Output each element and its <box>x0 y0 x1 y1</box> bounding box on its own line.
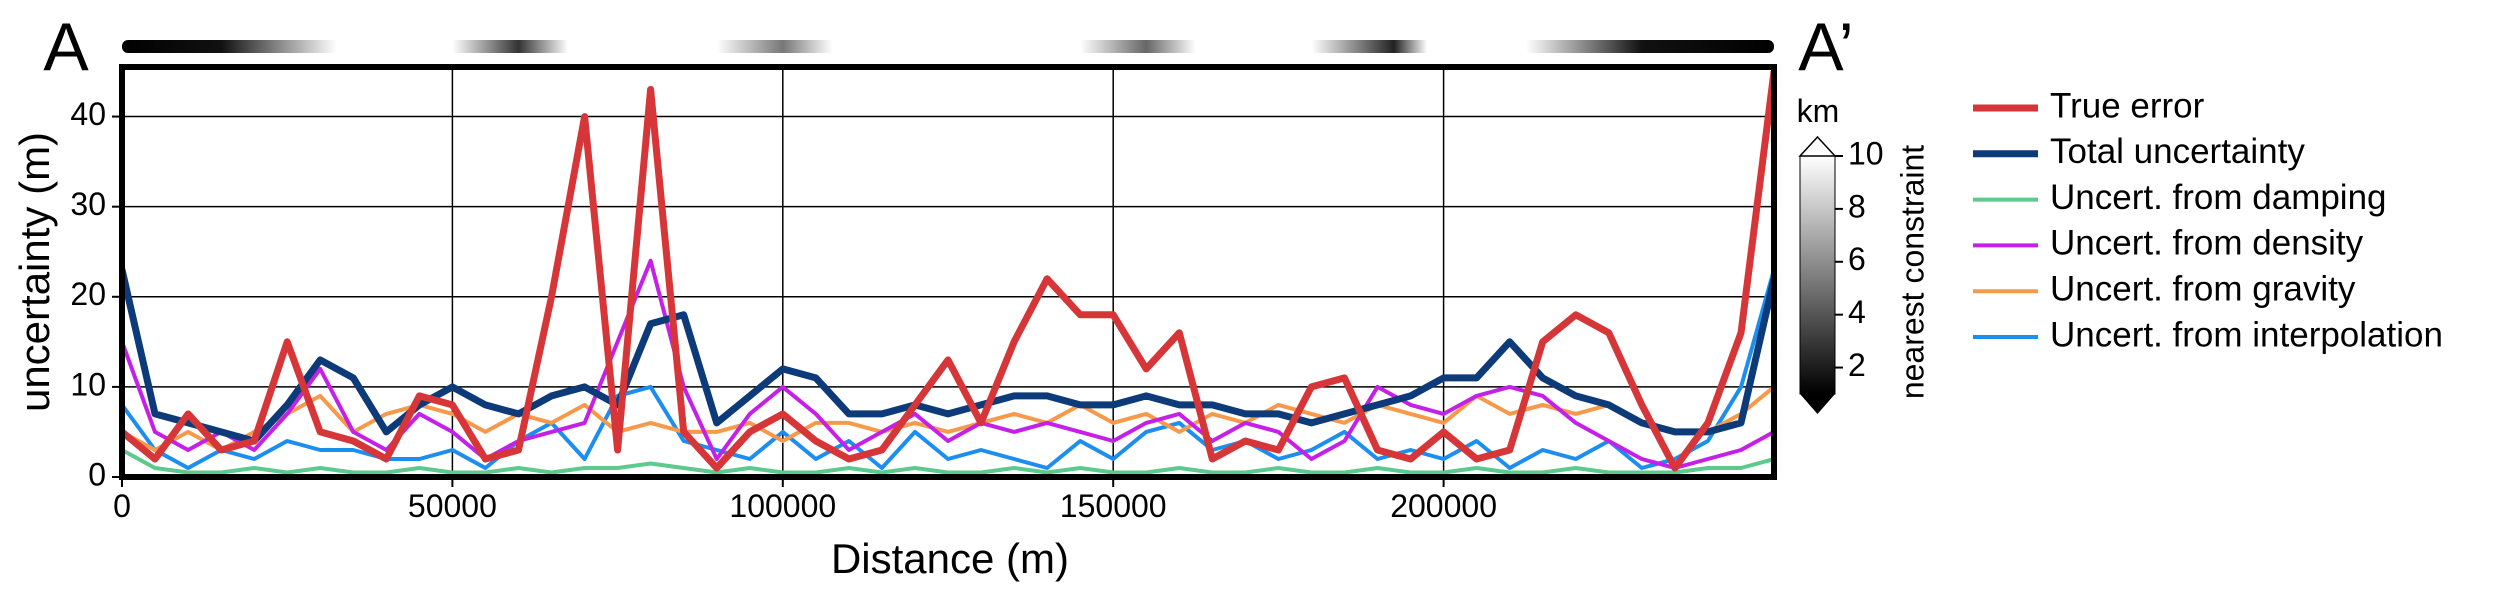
colorbar-tick-label: 6 <box>1848 241 1866 277</box>
colorbar-tick-label: 2 <box>1848 347 1866 383</box>
legend-label: Uncert. from damping <box>2050 178 2387 217</box>
legend-label: True error <box>2050 86 2205 125</box>
y-tick-label: 10 <box>70 366 106 402</box>
y-tick-label: 30 <box>70 186 106 222</box>
x-axis-title: Distance (m) <box>831 535 1069 582</box>
colorbar-min-triangle <box>1800 394 1835 414</box>
y-tick-label: 0 <box>88 456 106 492</box>
colorbar-tick-label: 8 <box>1848 188 1866 224</box>
legend-label: Uncert. from gravity <box>2050 269 2356 308</box>
x-tick-label: 100000 <box>729 488 836 524</box>
constraint-distance-bar <box>122 40 1774 53</box>
x-tick-label: 150000 <box>1060 488 1167 524</box>
colorbar <box>1799 155 1836 395</box>
series-line <box>122 268 1774 445</box>
colorbar-unit: km <box>1797 93 1840 129</box>
y-tick-label: 40 <box>70 96 106 132</box>
plot-frame <box>119 64 1777 480</box>
profile-end-label: A’ <box>1798 9 1853 85</box>
series-line <box>122 71 1774 472</box>
series-line <box>122 448 1774 475</box>
colorbar-tick-label: 10 <box>1848 135 1884 171</box>
colorbar-max-triangle <box>1798 135 1837 157</box>
profile-start-label: A <box>43 9 89 85</box>
legend-label: Total uncertainty <box>2050 132 2305 171</box>
y-tick-label: 20 <box>70 276 106 312</box>
colorbar-tick-label: 4 <box>1848 294 1866 330</box>
legend-label: Uncert. from interpolation <box>2050 315 2443 354</box>
colorbar-title: nearest constraint <box>1894 145 1930 399</box>
x-tick-label: 50000 <box>408 488 497 524</box>
x-tick-label: 200000 <box>1390 488 1497 524</box>
series-line <box>122 385 1774 452</box>
y-axis-title: uncertainty (m) <box>11 132 58 412</box>
series-line <box>122 269 1774 470</box>
legend-label: Uncert. from density <box>2050 224 2364 263</box>
x-tick-label: 0 <box>113 488 131 524</box>
